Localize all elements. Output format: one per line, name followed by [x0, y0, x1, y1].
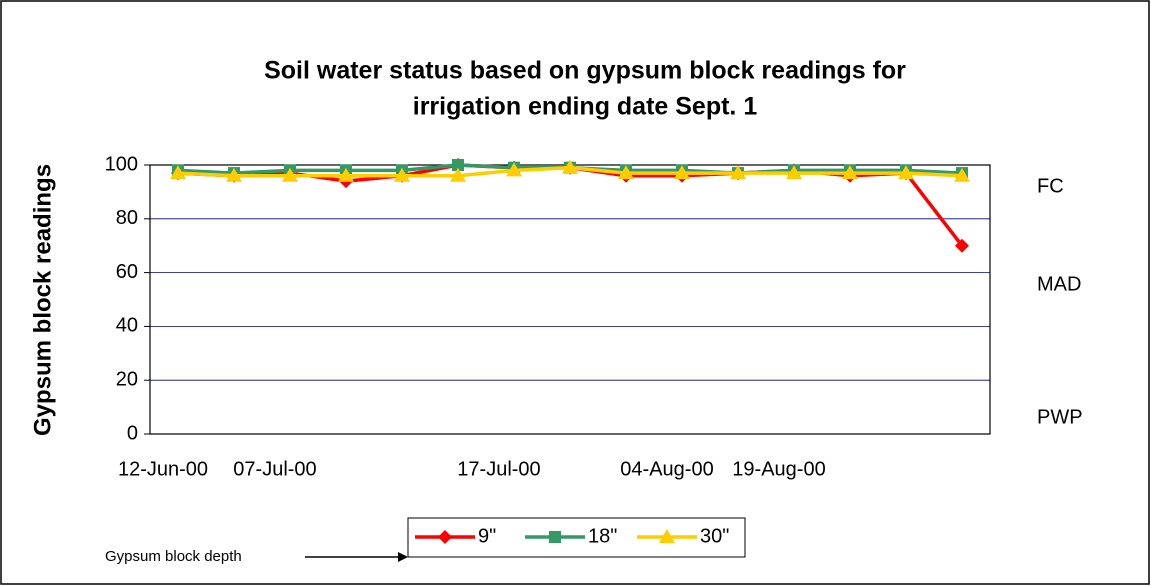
marker — [954, 167, 970, 182]
marker — [618, 165, 634, 180]
y-tick-label: 60 — [116, 261, 138, 283]
annotation: FC — [1037, 175, 1064, 197]
marker — [842, 165, 858, 180]
legend-label: 30" — [700, 525, 729, 547]
marker — [730, 165, 746, 180]
marker — [674, 165, 690, 180]
x-tick-label: 17-Jul-00 — [457, 458, 540, 480]
marker — [898, 165, 914, 180]
marker — [452, 159, 464, 171]
marker — [562, 159, 578, 174]
legend-label: 9" — [478, 525, 496, 547]
marker — [955, 238, 969, 253]
y-tick-label: 40 — [116, 315, 138, 337]
y-tick-label: 80 — [116, 207, 138, 229]
marker — [506, 162, 522, 177]
marker — [394, 167, 410, 182]
x-tick-label: 04-Aug-00 — [620, 458, 713, 480]
legend-marker — [659, 529, 675, 543]
marker — [282, 167, 298, 182]
marker — [450, 167, 466, 182]
y-tick-label: 100 — [105, 153, 138, 175]
chart-title: irrigation ending date Sept. 1 — [413, 93, 758, 121]
x-tick-label: 12-Jun-00 — [118, 458, 208, 480]
x-tick-label: 07-Jul-00 — [233, 458, 316, 480]
annotation: MAD — [1037, 273, 1081, 295]
chart-title: Soil water status based on gypsum block … — [264, 57, 906, 85]
legend-marker — [549, 531, 561, 543]
marker — [226, 167, 242, 182]
plot-frame — [149, 164, 991, 435]
y-axis-label: Gypsum block readings — [29, 164, 56, 436]
legend-note: Gypsum block depth — [105, 548, 242, 565]
legend-marker — [438, 530, 452, 544]
y-tick-label: 0 — [127, 422, 138, 444]
marker — [170, 165, 186, 180]
marker — [786, 165, 802, 180]
y-tick-label: 20 — [116, 368, 138, 390]
legend-label: 18" — [588, 525, 617, 547]
arrow-head — [398, 552, 408, 562]
marker — [338, 167, 354, 182]
x-tick-label: 19-Aug-00 — [732, 458, 825, 480]
annotation: PWP — [1037, 406, 1083, 428]
